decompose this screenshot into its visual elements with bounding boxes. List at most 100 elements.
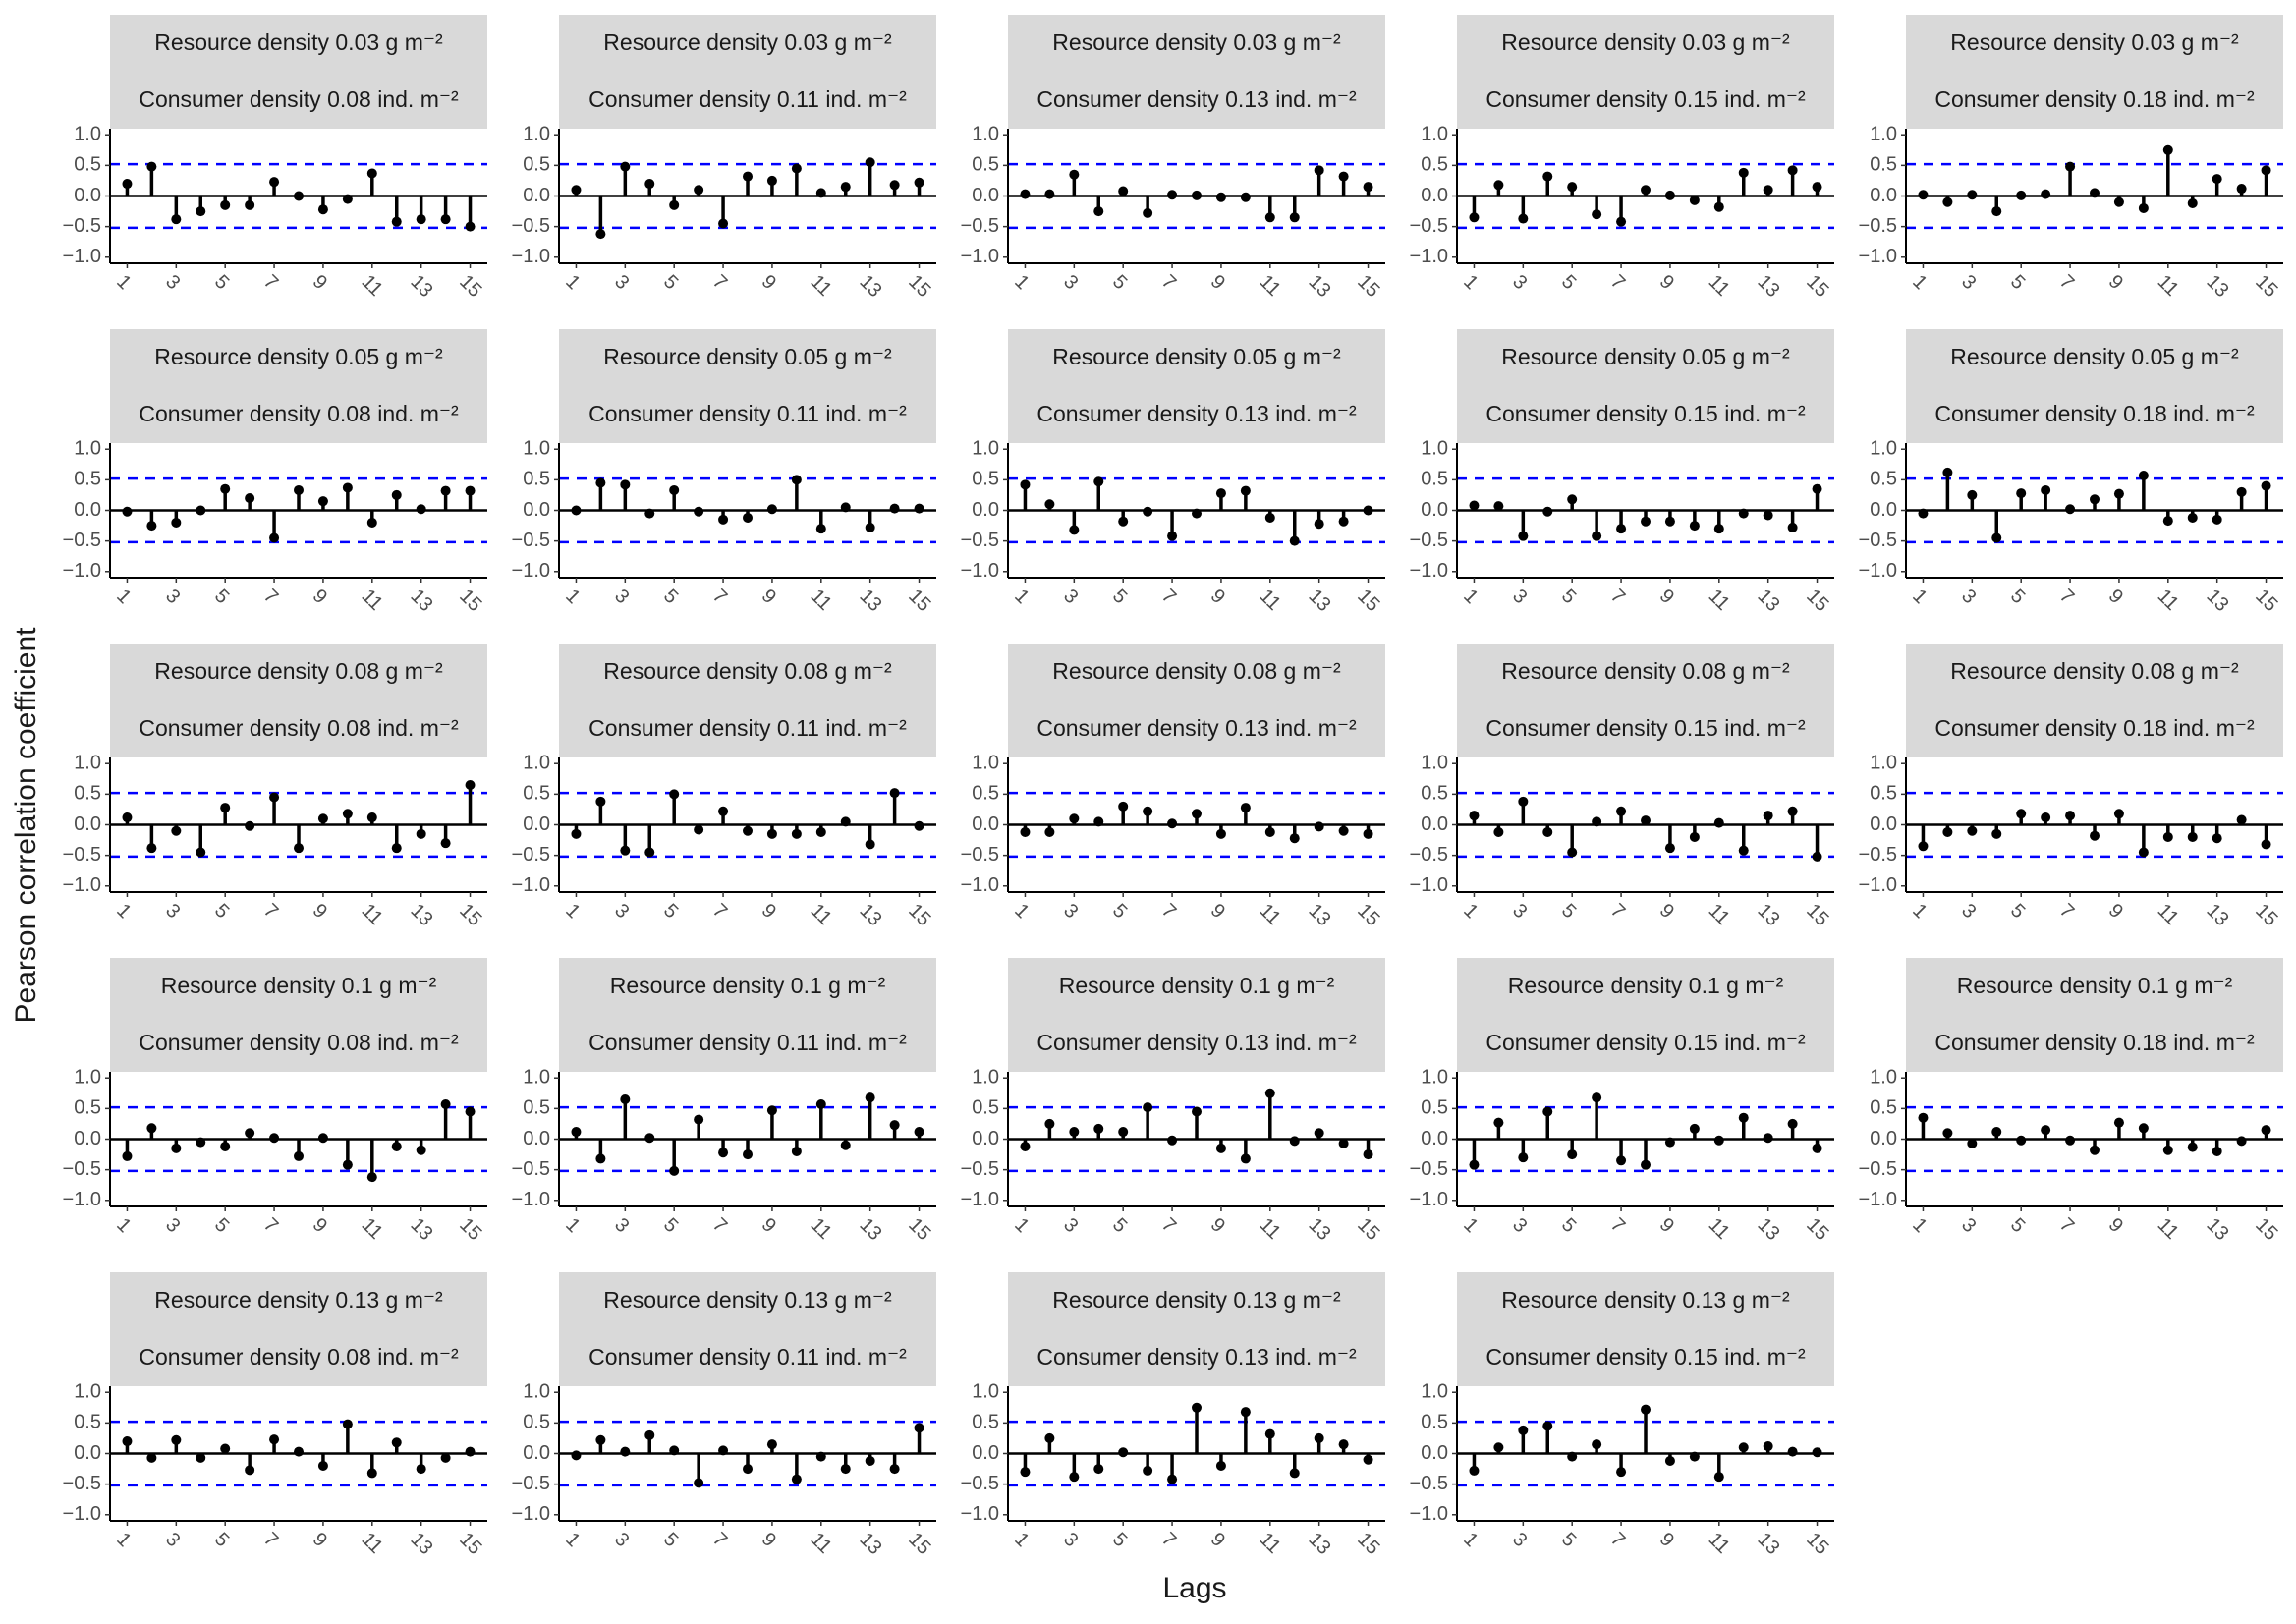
x-tick-label: 9 — [1655, 1529, 1678, 1551]
stem-point — [1991, 828, 2002, 839]
x-tick-label: 1 — [1010, 271, 1033, 294]
y-tick-label: 1.0 — [523, 438, 550, 460]
y-tick-label: 1.0 — [523, 1381, 550, 1403]
stem-point — [815, 1451, 826, 1462]
stem-point — [1338, 516, 1349, 527]
stem-point — [2261, 1125, 2271, 1136]
y-tick-label: 1.0 — [972, 1381, 999, 1403]
stem-point — [1044, 499, 1055, 510]
stem-point — [122, 179, 133, 190]
y-tick-label: −1.0 — [512, 1189, 550, 1210]
x-tick-label: 13 — [855, 1214, 885, 1245]
stem-point — [2212, 514, 2222, 525]
stem-point — [1493, 180, 1504, 191]
stem-point — [595, 229, 606, 240]
x-tick-label: 11 — [1705, 271, 1734, 301]
x-tick-label: 7 — [259, 1529, 282, 1551]
strip-background — [1906, 15, 2283, 129]
x-tick-label: 3 — [161, 271, 184, 294]
y-tick-label: 1.0 — [1421, 1381, 1448, 1403]
y-tick-label: −0.5 — [63, 215, 101, 237]
x-tick-label: 11 — [358, 586, 387, 615]
stem-point — [595, 1153, 606, 1164]
y-tick-label: −0.5 — [961, 530, 999, 551]
y-tick-label: −1.0 — [1410, 246, 1448, 267]
x-tick-label: 13 — [855, 586, 885, 616]
x-tick-label: 1 — [1459, 271, 1482, 294]
y-tick-label: 0.5 — [972, 154, 999, 176]
stem-point — [1542, 1106, 1553, 1117]
stem-point — [1493, 1442, 1504, 1453]
stem-point — [196, 206, 206, 217]
stem-point — [1763, 510, 1773, 521]
y-tick-label: 0.0 — [1421, 499, 1448, 521]
x-tick-label: 1 — [112, 586, 135, 608]
x-tick-label: 9 — [1655, 900, 1678, 923]
x-tick-label: 15 — [455, 271, 485, 302]
x-tick-label: 7 — [1157, 586, 1180, 608]
x-tick-label: 1 — [112, 271, 135, 294]
x-tick-label: 13 — [1304, 1214, 1334, 1245]
stem-point — [2016, 488, 2027, 499]
stem-point — [889, 1464, 900, 1475]
stem-point — [1044, 189, 1055, 199]
x-tick-label: 15 — [2251, 271, 2281, 302]
stem-point — [1713, 524, 1724, 534]
y-tick-label: 0.0 — [972, 1442, 999, 1464]
stem-point — [743, 171, 753, 182]
y-tick-label: −0.5 — [512, 1158, 550, 1180]
stem-point — [694, 824, 704, 835]
x-tick-label: 11 — [358, 271, 387, 301]
y-tick-label: 0.0 — [1421, 813, 1448, 835]
x-tick-label: 7 — [708, 1529, 731, 1551]
x-tick-label: 11 — [1705, 1214, 1734, 1244]
y-tick-label: −1.0 — [63, 874, 101, 896]
stem-point — [644, 847, 655, 858]
stem-point — [1118, 516, 1129, 527]
stem-point — [2041, 484, 2051, 495]
stem-point — [171, 1143, 182, 1153]
stem-point — [694, 185, 704, 196]
stem-point — [889, 788, 900, 799]
stem-point — [366, 1468, 377, 1479]
stem-point — [743, 1149, 753, 1160]
x-tick-label: 3 — [610, 586, 633, 608]
stem-point — [2138, 202, 2149, 213]
x-tick-label: 7 — [708, 900, 731, 923]
x-tick-label: 11 — [807, 271, 836, 301]
y-tick-label: 1.0 — [74, 753, 101, 774]
x-tick-label: 11 — [1705, 900, 1734, 929]
x-tick-label: 11 — [2154, 586, 2183, 615]
strip-label: Resource density 0.05 g m⁻² — [603, 344, 892, 369]
y-tick-label: 0.0 — [523, 185, 550, 206]
stem-point — [1167, 818, 1178, 829]
strip-label: Resource density 0.05 g m⁻² — [154, 344, 443, 369]
stem-point — [1567, 1149, 1578, 1160]
stem-point — [718, 806, 729, 816]
stem-point — [1616, 216, 1627, 227]
x-tick-label: 7 — [1157, 1529, 1180, 1551]
stem-point — [391, 1141, 402, 1151]
stem-point — [1689, 1123, 1700, 1134]
y-tick-label: −0.5 — [961, 844, 999, 866]
stem-point — [1812, 483, 1822, 494]
x-tick-label: 11 — [2154, 271, 2183, 301]
x-tick-label: 11 — [1705, 1529, 1734, 1558]
x-tick-label: 15 — [1353, 586, 1383, 616]
x-tick-label: 13 — [406, 271, 436, 302]
stem-point — [1918, 508, 1929, 519]
y-tick-label: 0.5 — [1421, 154, 1448, 176]
stem-point — [840, 1464, 851, 1475]
stem-point — [2212, 174, 2222, 185]
stem-point — [1093, 476, 1104, 487]
strip-label: Consumer density 0.15 ind. m⁻² — [1485, 86, 1806, 112]
stem-point — [1167, 1135, 1178, 1146]
y-axis-title: Pearson correlation coefficient — [10, 627, 42, 1024]
stem-point — [669, 1165, 680, 1176]
y-tick-label: 0.0 — [74, 1442, 101, 1464]
stem-point — [2113, 1117, 2124, 1128]
stem-point — [245, 199, 255, 210]
stem-point — [294, 191, 304, 201]
strip-label: Resource density 0.13 g m⁻² — [1501, 1287, 1790, 1313]
x-tick-label: 1 — [1908, 586, 1931, 608]
